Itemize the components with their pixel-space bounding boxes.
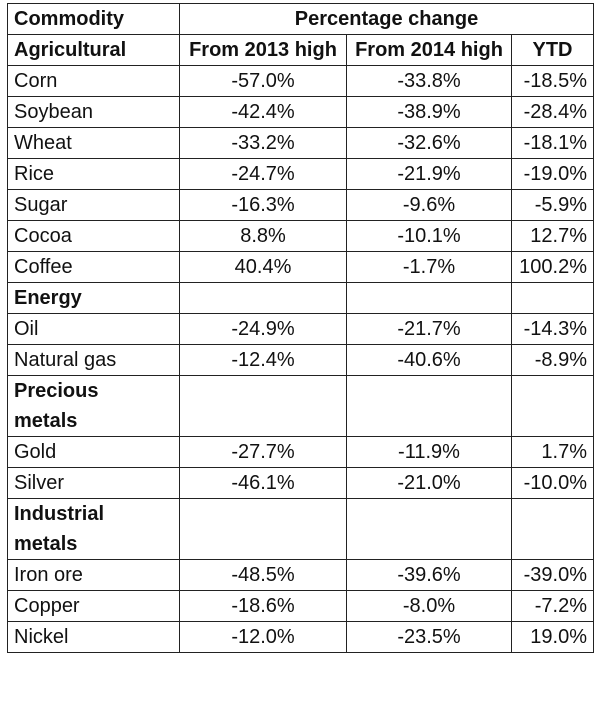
- from-2014-value: -39.6%: [346, 559, 512, 591]
- from-2014-value: -1.7%: [346, 251, 512, 283]
- ytd-value: -39.0%: [510, 559, 595, 591]
- ytd-value: 12.7%: [510, 220, 595, 252]
- from-2014-value: -33.8%: [346, 65, 512, 97]
- table-row: Corn -57.0% -33.8% -18.5%: [7, 65, 595, 97]
- from-2014-value: -8.0%: [346, 590, 512, 622]
- from-2014-value: -10.1%: [346, 220, 512, 252]
- table-row: Soybean -42.4% -38.9% -28.4%: [7, 96, 595, 128]
- table-row: Natural gas -12.4% -40.6% -8.9%: [7, 344, 595, 376]
- from-2013-value: -24.7%: [179, 158, 347, 190]
- from-2014-value: -11.9%: [346, 436, 512, 468]
- table-row: Sugar -16.3% -9.6% -5.9%: [7, 189, 595, 221]
- header-row-1: Commodity Percentage change: [7, 3, 595, 35]
- table-row: Wheat -33.2% -32.6% -18.1%: [7, 127, 595, 159]
- table-row: Iron ore -48.5% -39.6% -39.0%: [7, 559, 595, 591]
- commodity-name: Corn: [7, 65, 180, 97]
- energy-label: Energy: [7, 282, 180, 314]
- precious-category-row: Precious metals: [7, 375, 595, 437]
- from-2013-value: 40.4%: [179, 251, 347, 283]
- ytd-value: 100.2%: [510, 251, 595, 283]
- commodity-name: Gold: [7, 436, 180, 468]
- table-row: Silver -46.1% -21.0% -10.0%: [7, 467, 595, 499]
- ytd-value: -8.9%: [510, 344, 595, 376]
- from-2014-value: -21.7%: [346, 313, 512, 345]
- agricultural-header: Agricultural: [7, 34, 180, 66]
- industrial-section: Iron ore -48.5% -39.6% -39.0% Copper -18.6% -8…: [7, 559, 595, 653]
- from-2014-value: -21.9%: [346, 158, 512, 190]
- ytd-value: -7.2%: [510, 590, 595, 622]
- from-2014-value: -32.6%: [346, 127, 512, 159]
- table-row: Cocoa 8.8% -10.1% 12.7%: [7, 220, 595, 252]
- table-row: Oil -24.9% -21.7% -14.3%: [7, 313, 595, 345]
- from-2013-value: -24.9%: [179, 313, 347, 345]
- from-2014-value: -21.0%: [346, 467, 512, 499]
- commodity-name: Rice: [7, 158, 180, 190]
- commodity-name: Iron ore: [7, 559, 180, 591]
- from-2013-value: -18.6%: [179, 590, 347, 622]
- ytd-value: -18.5%: [510, 65, 595, 97]
- commodity-name: Wheat: [7, 127, 180, 159]
- from-2014-value: -40.6%: [346, 344, 512, 376]
- ytd-value: -18.1%: [510, 127, 595, 159]
- commodity-name: Natural gas: [7, 344, 180, 376]
- from-2013-value: -27.7%: [179, 436, 347, 468]
- ytd-value: -10.0%: [510, 467, 595, 499]
- ytd-value: -14.3%: [510, 313, 595, 345]
- precious-label: Precious metals: [7, 375, 180, 437]
- commodity-name: Cocoa: [7, 220, 180, 252]
- table-row: Copper -18.6% -8.0% -7.2%: [7, 590, 595, 622]
- energy-category-row: Energy: [7, 282, 595, 314]
- col-2013-header: From 2013 high: [179, 34, 347, 66]
- commodity-name: Soybean: [7, 96, 180, 128]
- col-2014-header: From 2014 high: [346, 34, 512, 66]
- from-2013-value: -42.4%: [179, 96, 347, 128]
- table-row: Nickel -12.0% -23.5% 19.0%: [7, 621, 595, 653]
- from-2013-value: -33.2%: [179, 127, 347, 159]
- from-2013-value: 8.8%: [179, 220, 347, 252]
- col-ytd-header: YTD: [510, 34, 595, 66]
- from-2014-value: -23.5%: [346, 621, 512, 653]
- from-2013-value: -12.4%: [179, 344, 347, 376]
- from-2013-value: -48.5%: [179, 559, 347, 591]
- table-row: Coffee 40.4% -1.7% 100.2%: [7, 251, 595, 283]
- table-row: Gold -27.7% -11.9% 1.7%: [7, 436, 595, 468]
- ytd-value: 1.7%: [510, 436, 595, 468]
- commodity-name: Copper: [7, 590, 180, 622]
- ytd-value: -19.0%: [510, 158, 595, 190]
- commodity-name: Coffee: [7, 251, 180, 283]
- table-row: Rice -24.7% -21.9% -19.0%: [7, 158, 595, 190]
- commodity-name: Oil: [7, 313, 180, 345]
- commodity-name: Nickel: [7, 621, 180, 653]
- industrial-label: Industrial metals: [7, 498, 180, 560]
- energy-section: Oil -24.9% -21.7% -14.3% Natural gas -12.4% -4…: [7, 313, 595, 376]
- header-row-2: Agricultural From 2013 high From 2014 hi…: [7, 34, 595, 66]
- pct-change-header: Percentage change: [178, 3, 595, 35]
- from-2013-value: -57.0%: [179, 65, 347, 97]
- precious-section: Gold -27.7% -11.9% 1.7% Silver -46.1% -21.0% -1…: [7, 436, 595, 499]
- industrial-category-row: Industrial metals: [7, 498, 595, 560]
- commodity-name: Silver: [7, 467, 180, 499]
- from-2013-value: -12.0%: [179, 621, 347, 653]
- ytd-value: -5.9%: [510, 189, 595, 221]
- from-2013-value: -46.1%: [179, 467, 347, 499]
- from-2014-value: -9.6%: [346, 189, 512, 221]
- commodity-table: Commodity Percentage change Agricultural…: [7, 3, 595, 653]
- from-2013-value: -16.3%: [179, 189, 347, 221]
- commodity-name: Sugar: [7, 189, 180, 221]
- from-2014-value: -38.9%: [346, 96, 512, 128]
- ytd-value: -28.4%: [510, 96, 595, 128]
- commodity-header: Commodity: [7, 3, 180, 35]
- agricultural-section: Corn -57.0% -33.8% -18.5% Soybean -42.4% -38.9…: [7, 65, 595, 283]
- ytd-value: 19.0%: [510, 621, 595, 653]
